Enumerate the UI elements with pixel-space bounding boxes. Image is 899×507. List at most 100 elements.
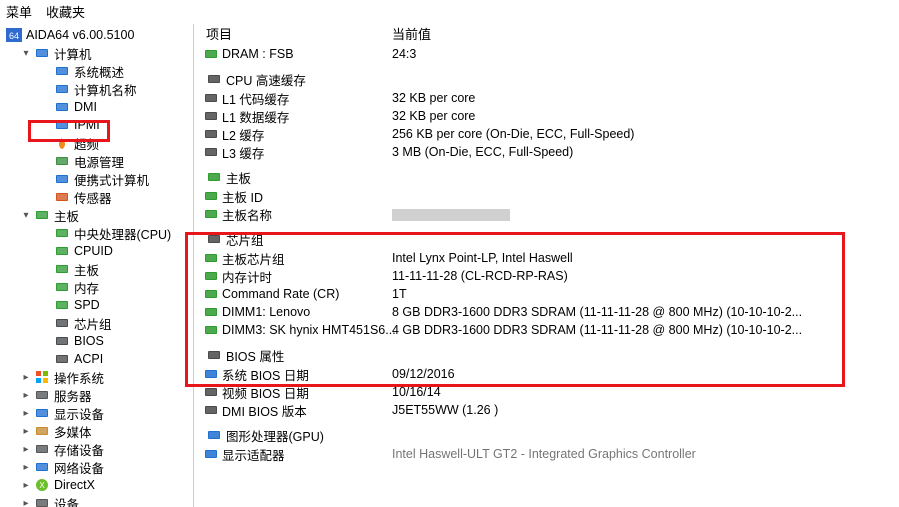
tree-item[interactable]: 主板	[4, 260, 193, 278]
property-row[interactable]: Command Rate (CR)1T	[200, 285, 899, 303]
tree-item[interactable]: 内存	[4, 278, 193, 296]
tree-item[interactable]: 系统概述	[4, 62, 193, 80]
property-value: 32 KB per core	[392, 109, 475, 123]
tree-item-label: 便携式计算机	[74, 170, 149, 189]
tree-item-icon: X	[34, 478, 50, 492]
tree-item-icon	[34, 442, 50, 456]
tree-item[interactable]: ▸操作系统	[4, 368, 193, 386]
tree-item[interactable]: 计算机名称	[4, 80, 193, 98]
tree-item-icon	[54, 316, 70, 330]
expand-icon[interactable]: ▸	[20, 426, 32, 437]
tree-item[interactable]: 便携式计算机	[4, 170, 193, 188]
tree-item[interactable]: ACPI	[4, 350, 193, 368]
property-row[interactable]: 显示适配器Intel Haswell-ULT GT2 - Integrated …	[200, 445, 899, 463]
property-icon	[200, 190, 222, 202]
tree-item-icon	[54, 262, 70, 276]
property-icon	[200, 92, 222, 104]
property-row[interactable]: 内存计时11-11-11-28 (CL-RCD-RP-RAS)	[200, 267, 899, 285]
property-icon	[200, 306, 222, 318]
main-split: 64AIDA64 v6.00.5100 ▾ 计算机系统概述计算机名称DMIIPMI超…	[0, 24, 899, 507]
tree-item[interactable]: ▾ 主板	[4, 206, 193, 224]
tree-item-icon	[34, 388, 50, 402]
tree-item-label: 计算机	[54, 44, 92, 63]
property-row[interactable]: 主板 ID	[200, 187, 899, 205]
group-icon	[206, 72, 222, 86]
tree-item-icon	[34, 208, 50, 222]
tree-item-label: 主板	[54, 206, 79, 225]
tree-item[interactable]: 中央处理器(CPU)	[4, 224, 193, 242]
property-group: 图形处理器(GPU)	[200, 425, 899, 445]
menubar: 菜单 收藏夹	[0, 0, 899, 24]
tree-item-icon	[54, 280, 70, 294]
property-label: 系统 BIOS 日期	[222, 365, 392, 384]
tree-item[interactable]: ▸ 多媒体	[4, 422, 193, 440]
tree-item[interactable]: SPD	[4, 296, 193, 314]
property-label: DMI BIOS 版本	[222, 401, 392, 420]
property-row[interactable]: 主板名称	[200, 205, 899, 223]
expand-icon[interactable]: ▸	[20, 408, 32, 419]
tree-item-label: AIDA64 v6.00.5100	[26, 28, 134, 42]
property-row[interactable]: DIMM1: Lenovo8 GB DDR3-1600 DDR3 SDRAM (…	[200, 303, 899, 321]
tree-item-icon	[54, 352, 70, 366]
column-header-property[interactable]: 项目	[200, 24, 392, 43]
tree-item[interactable]: ▸设备	[4, 494, 193, 507]
expand-icon[interactable]: ▸	[20, 480, 32, 491]
property-value: Intel Lynx Point-LP, Intel Haswell	[392, 251, 573, 265]
property-row[interactable]: L2 缓存256 KB per core (On-Die, ECC, Full-…	[200, 125, 899, 143]
tree-item[interactable]: CPUID	[4, 242, 193, 260]
tree-item-label: CPUID	[74, 244, 113, 258]
property-label: 主板芯片组	[222, 249, 392, 268]
property-icon	[200, 404, 222, 416]
property-row[interactable]: L3 缓存3 MB (On-Die, ECC, Full-Speed)	[200, 143, 899, 161]
column-header-value[interactable]: 当前值	[392, 24, 899, 43]
property-row[interactable]: DIMM3: SK hynix HMT451S6...4 GB DDR3-160…	[200, 321, 899, 339]
property-row[interactable]: 主板芯片组Intel Lynx Point-LP, Intel Haswell	[200, 249, 899, 267]
tree-item[interactable]: 超频	[4, 134, 193, 152]
property-row[interactable]: 视频 BIOS 日期10/16/14	[200, 383, 899, 401]
tree-item[interactable]: ▸ 服务器	[4, 386, 193, 404]
tree-item-icon	[54, 298, 70, 312]
tree-item-icon	[54, 136, 70, 150]
expand-icon[interactable]: ▸	[20, 462, 32, 473]
tree-item[interactable]: DMI	[4, 98, 193, 116]
tree-item-icon	[54, 244, 70, 258]
tree-item-label: ACPI	[74, 352, 103, 366]
tree-item-label: 服务器	[54, 386, 92, 405]
tree-item-label: 计算机名称	[74, 80, 137, 99]
property-label: DRAM : FSB	[222, 47, 392, 61]
tree-item[interactable]: IPMI	[4, 116, 193, 134]
expand-icon[interactable]: ▸	[20, 498, 32, 507]
menu-item-menu[interactable]: 菜单	[6, 2, 32, 21]
tree-item[interactable]: BIOS	[4, 332, 193, 350]
tree-item[interactable]: 传感器	[4, 188, 193, 206]
expand-icon[interactable]: ▾	[20, 48, 32, 59]
tree-item-label: 多媒体	[54, 422, 92, 441]
tree-item[interactable]: 芯片组	[4, 314, 193, 332]
property-row[interactable]: DRAM : FSB24:3	[200, 45, 899, 63]
property-label: Command Rate (CR)	[222, 287, 392, 301]
property-icon	[200, 146, 222, 158]
tree-item[interactable]: ▸存储设备	[4, 440, 193, 458]
content-body: DRAM : FSB24:3CPU 高速缓存L1 代码缓存32 KB per c…	[200, 45, 899, 463]
property-row[interactable]: L1 数据缓存32 KB per core	[200, 107, 899, 125]
tree-item[interactable]: 电源管理	[4, 152, 193, 170]
property-row[interactable]: 系统 BIOS 日期09/12/2016	[200, 365, 899, 383]
group-label: 主板	[226, 168, 251, 187]
expand-icon[interactable]: ▸	[20, 444, 32, 455]
property-row[interactable]: L1 代码缓存32 KB per core	[200, 89, 899, 107]
expand-icon[interactable]: ▸	[20, 372, 32, 383]
tree-item-icon	[54, 172, 70, 186]
tree-item[interactable]: ▾ 计算机	[4, 44, 193, 62]
tree-item[interactable]: 64AIDA64 v6.00.5100	[4, 26, 193, 44]
property-row[interactable]: DMI BIOS 版本J5ET55WW (1.26 )	[200, 401, 899, 419]
tree-item-label: 显示设备	[54, 404, 104, 423]
menu-item-favorites[interactable]: 收藏夹	[46, 2, 85, 21]
tree-item[interactable]: ▸ 显示设备	[4, 404, 193, 422]
tree-item[interactable]: ▸XDirectX	[4, 476, 193, 494]
tree-item[interactable]: ▸网络设备	[4, 458, 193, 476]
expand-icon[interactable]: ▾	[20, 210, 32, 221]
tree-item-icon	[54, 82, 70, 96]
property-icon	[200, 110, 222, 122]
tree-item-icon	[34, 460, 50, 474]
expand-icon[interactable]: ▸	[20, 390, 32, 401]
